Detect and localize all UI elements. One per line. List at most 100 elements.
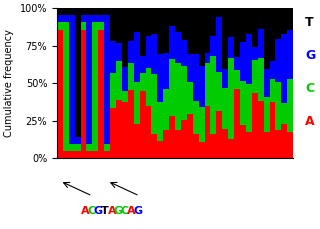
Bar (246, 8, 252, 34)
Bar (199, 142, 204, 158)
Bar (276, 8, 281, 39)
Bar (222, 88, 228, 129)
Bar (151, 34, 157, 74)
Bar (287, 30, 293, 79)
Bar (134, 8, 140, 33)
Bar (81, 22, 86, 30)
Bar (86, 144, 92, 151)
Bar (228, 58, 234, 139)
Bar (63, 22, 69, 151)
Bar (134, 124, 140, 158)
Bar (258, 29, 264, 57)
Text: T: T (305, 16, 314, 29)
Bar (98, 8, 104, 15)
Bar (204, 52, 211, 63)
Text: C: C (121, 207, 129, 216)
Bar (264, 132, 269, 158)
Bar (69, 15, 75, 144)
Bar (228, 8, 234, 37)
Bar (181, 40, 187, 66)
Bar (104, 151, 110, 158)
Bar (163, 8, 169, 52)
Bar (151, 74, 157, 134)
Bar (281, 34, 287, 104)
Bar (193, 134, 199, 158)
Bar (199, 8, 204, 66)
Bar (81, 15, 86, 22)
Bar (276, 130, 281, 158)
Bar (246, 132, 252, 158)
Bar (146, 36, 151, 68)
Bar (269, 79, 276, 102)
Bar (211, 8, 216, 36)
Bar (187, 114, 193, 158)
Bar (281, 8, 287, 34)
Bar (110, 73, 116, 108)
Bar (169, 26, 175, 59)
Bar (240, 81, 246, 125)
Bar (216, 17, 222, 72)
Bar (140, 56, 146, 73)
Bar (199, 107, 204, 142)
Bar (86, 15, 92, 144)
Bar (75, 151, 81, 158)
Bar (204, 106, 211, 158)
Bar (92, 8, 98, 15)
Bar (57, 15, 63, 22)
Bar (169, 59, 175, 116)
Bar (110, 8, 116, 41)
Bar (128, 41, 134, 63)
Bar (116, 43, 122, 61)
Bar (98, 30, 104, 158)
Bar (193, 101, 199, 134)
Bar (187, 54, 193, 82)
Bar (228, 37, 234, 58)
Bar (63, 8, 69, 15)
Bar (69, 151, 75, 158)
Bar (222, 69, 228, 88)
Bar (110, 108, 116, 158)
Bar (163, 130, 169, 158)
Bar (264, 69, 269, 98)
Bar (57, 22, 63, 30)
Bar (216, 72, 222, 111)
Text: C: C (88, 207, 96, 216)
Bar (246, 34, 252, 84)
Bar (240, 42, 246, 81)
Bar (81, 8, 86, 15)
Bar (228, 139, 234, 158)
Bar (222, 129, 228, 158)
Bar (169, 8, 175, 26)
Bar (92, 15, 98, 22)
Text: G: G (114, 207, 123, 216)
Bar (146, 68, 151, 106)
Bar (252, 93, 258, 158)
Bar (157, 8, 163, 54)
Bar (234, 89, 240, 158)
Bar (140, 8, 146, 56)
Text: A: A (127, 207, 136, 216)
Bar (116, 61, 122, 100)
Bar (75, 8, 81, 137)
Bar (151, 8, 157, 34)
Bar (98, 22, 104, 30)
Bar (211, 134, 216, 158)
Bar (57, 30, 63, 158)
Text: A: A (305, 115, 315, 128)
Bar (181, 120, 187, 158)
Bar (163, 52, 169, 89)
Bar (86, 151, 92, 158)
Bar (63, 151, 69, 158)
Bar (69, 144, 75, 151)
Bar (122, 102, 128, 158)
Bar (252, 8, 258, 47)
Bar (252, 60, 258, 93)
Bar (252, 47, 258, 60)
Bar (92, 22, 98, 151)
Bar (211, 36, 216, 56)
Bar (169, 116, 175, 158)
Bar (234, 71, 240, 89)
Text: C: C (305, 82, 314, 95)
Bar (116, 8, 122, 43)
Text: A: A (108, 207, 116, 216)
